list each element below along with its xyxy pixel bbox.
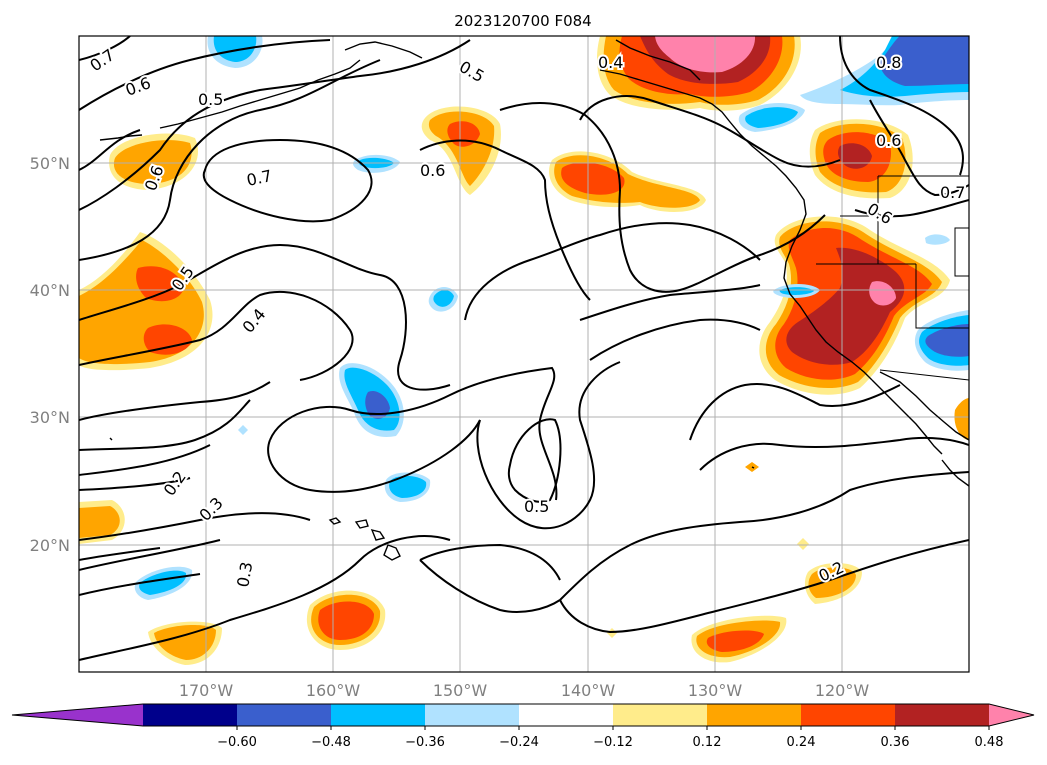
colorbar-segment xyxy=(895,704,990,726)
colorbar-segment xyxy=(801,704,896,726)
lon-label: 170°W xyxy=(179,681,234,700)
latitude-labels: 50°N 40°N 30°N 20°N xyxy=(30,154,70,555)
positive-anomaly-blob xyxy=(318,601,374,640)
colorbar-tick-label: 0.12 xyxy=(693,735,722,750)
colorbar-tick-label: 0.48 xyxy=(975,735,1004,750)
colorbar-segment xyxy=(519,704,614,726)
colorbar-tick-label: −0.48 xyxy=(311,735,351,750)
gridlines xyxy=(79,36,969,672)
negative-anomaly-blob xyxy=(365,390,390,419)
contour-label: 0.7 xyxy=(940,183,965,202)
colorbar-segment xyxy=(143,704,238,726)
negative-anomaly-blob xyxy=(745,107,798,128)
colorbar-tick-label: −0.24 xyxy=(499,735,539,750)
negative-anomaly-blob xyxy=(139,570,187,595)
lon-label: 120°W xyxy=(815,681,870,700)
positive-anomaly-blob xyxy=(797,538,809,550)
negative-anomaly-blob xyxy=(880,36,969,86)
longitude-labels: 170°W 160°W 150°W 140°W 130°W 120°W xyxy=(179,681,870,700)
contour-label: 0.5 xyxy=(198,90,223,109)
positive-anomaly-blob xyxy=(954,398,969,440)
positive-anomaly-blob xyxy=(561,162,625,195)
anomaly-shading xyxy=(79,36,969,665)
colorbar-tick-label: −0.60 xyxy=(217,735,257,750)
positive-anomaly-blob xyxy=(113,140,192,184)
lon-label: 160°W xyxy=(306,681,361,700)
positive-anomaly-blob xyxy=(79,506,120,538)
colorbar-segment xyxy=(425,704,520,726)
negative-anomaly-blob xyxy=(389,475,427,498)
positive-anomaly-blob xyxy=(869,281,896,306)
positive-anomaly-blob xyxy=(655,36,756,73)
lon-label: 140°W xyxy=(561,681,616,700)
lat-label: 20°N xyxy=(30,536,70,555)
positive-anomaly-blob xyxy=(786,247,905,365)
colorbar-tick-label: −0.12 xyxy=(593,735,633,750)
negative-anomaly-blob xyxy=(213,36,257,62)
negative-anomaly-blob xyxy=(925,324,969,357)
lon-label: 150°W xyxy=(433,681,488,700)
positive-anomaly-blob xyxy=(154,624,216,660)
lat-label: 50°N xyxy=(30,154,70,173)
colorbar-extend-low xyxy=(12,704,143,726)
colorbar-extend-high xyxy=(989,704,1034,726)
colorbar-tick-label: 0.36 xyxy=(881,735,910,750)
colorbar: −0.60 −0.48 −0.36 −0.24 −0.12 0.12 0.24 0.36 0.4… xyxy=(11,703,1035,750)
contour-label: 0.5 xyxy=(524,497,549,516)
contour-lines xyxy=(79,36,969,661)
colorbar-outline xyxy=(11,703,1035,727)
contour-label: 0.4 xyxy=(598,53,623,72)
contour-label: 0.7 xyxy=(245,166,274,190)
lon-label: 130°W xyxy=(688,681,743,700)
negative-anomaly-blob xyxy=(238,425,248,435)
positive-anomaly-blob xyxy=(136,266,184,302)
map-area: 0.7 0.6 0.5 0.6 0.7 0.6 0.5 0.4 0.5 0.4 … xyxy=(79,36,969,672)
positive-anomaly-blob xyxy=(143,324,192,355)
negative-anomaly-blob xyxy=(925,234,950,245)
map-frame xyxy=(78,35,970,673)
contour-label: 0.6 xyxy=(876,131,901,150)
contour-label: 0.6 xyxy=(420,161,445,180)
positive-anomaly-blob xyxy=(706,630,764,652)
lat-label: 30°N xyxy=(30,408,70,427)
coastlines xyxy=(99,39,969,561)
map-title: 2023120700 F084 xyxy=(454,12,591,30)
colorbar-segment xyxy=(613,704,708,726)
positive-anomaly-blob xyxy=(838,143,872,169)
contour-label: 0.8 xyxy=(876,53,901,72)
colorbar-tick-label: 0.24 xyxy=(787,735,816,750)
colorbar-segment xyxy=(237,704,332,726)
colorbar-segment xyxy=(331,704,426,726)
colorbar-tick-label: −0.36 xyxy=(405,735,445,750)
colorbar-segment xyxy=(707,704,802,726)
negative-anomaly-blob xyxy=(433,290,454,307)
positive-anomaly-blob xyxy=(607,628,617,638)
lat-label: 40°N xyxy=(30,281,70,300)
